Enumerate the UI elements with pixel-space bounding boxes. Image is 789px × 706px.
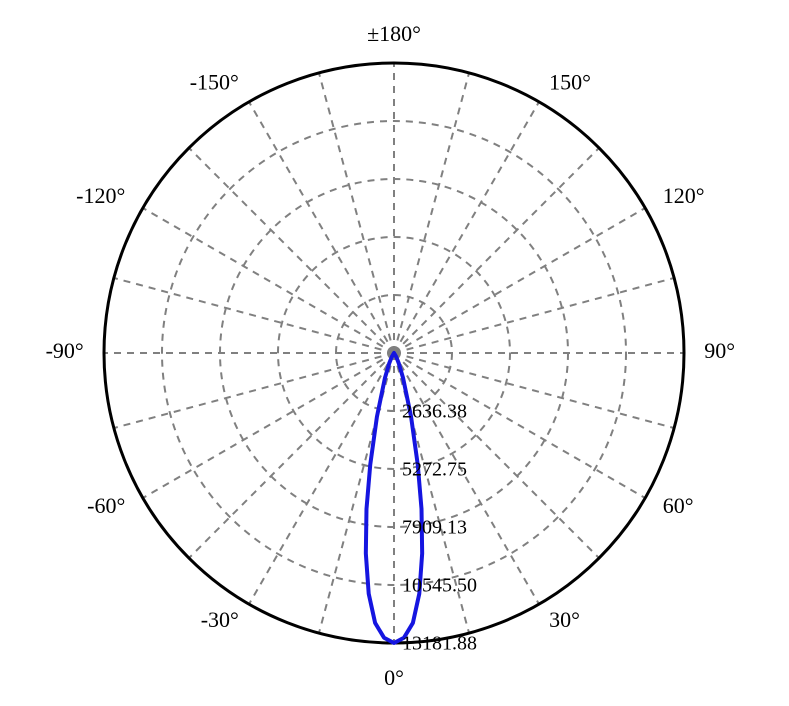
grid-spoke [189,148,394,353]
angle-label: 150° [549,69,591,94]
radial-tick-label: 13181.88 [402,633,477,655]
grid-spoke [114,353,394,428]
angle-label: ±180° [367,21,421,46]
angle-label: 120° [663,183,705,208]
angle-label: 60° [663,493,694,518]
grid-spoke [249,353,394,604]
grid-spoke [189,353,394,558]
polar-chart: 2636.38 5272.75 7909.13 10545.50 13181.88 ±1… [0,0,789,706]
grid-spoke [114,278,394,353]
radial-tick-label: 7909.13 [402,517,467,539]
angle-label: -90° [46,338,84,363]
grid-spoke [143,208,394,353]
angle-label: 0° [384,665,404,690]
angle-label: 30° [549,607,580,632]
grid-spoke [394,102,539,353]
angle-label: -30° [201,607,239,632]
radial-tick-label: 5272.75 [402,459,467,481]
radial-tick-label: 10545.50 [402,575,477,597]
grid-spoke [394,148,599,353]
grid-spoke [394,208,645,353]
angle-label: -120° [76,183,125,208]
angle-label: 90° [704,338,735,363]
grid-spoke [143,353,394,498]
angle-label: -60° [87,493,125,518]
radial-tick-label: 2636.38 [402,401,467,423]
grid-spoke [394,73,469,353]
grid-spoke [394,278,674,353]
grid-spoke [319,73,394,353]
grid-spoke [249,102,394,353]
angle-label: -150° [190,69,239,94]
